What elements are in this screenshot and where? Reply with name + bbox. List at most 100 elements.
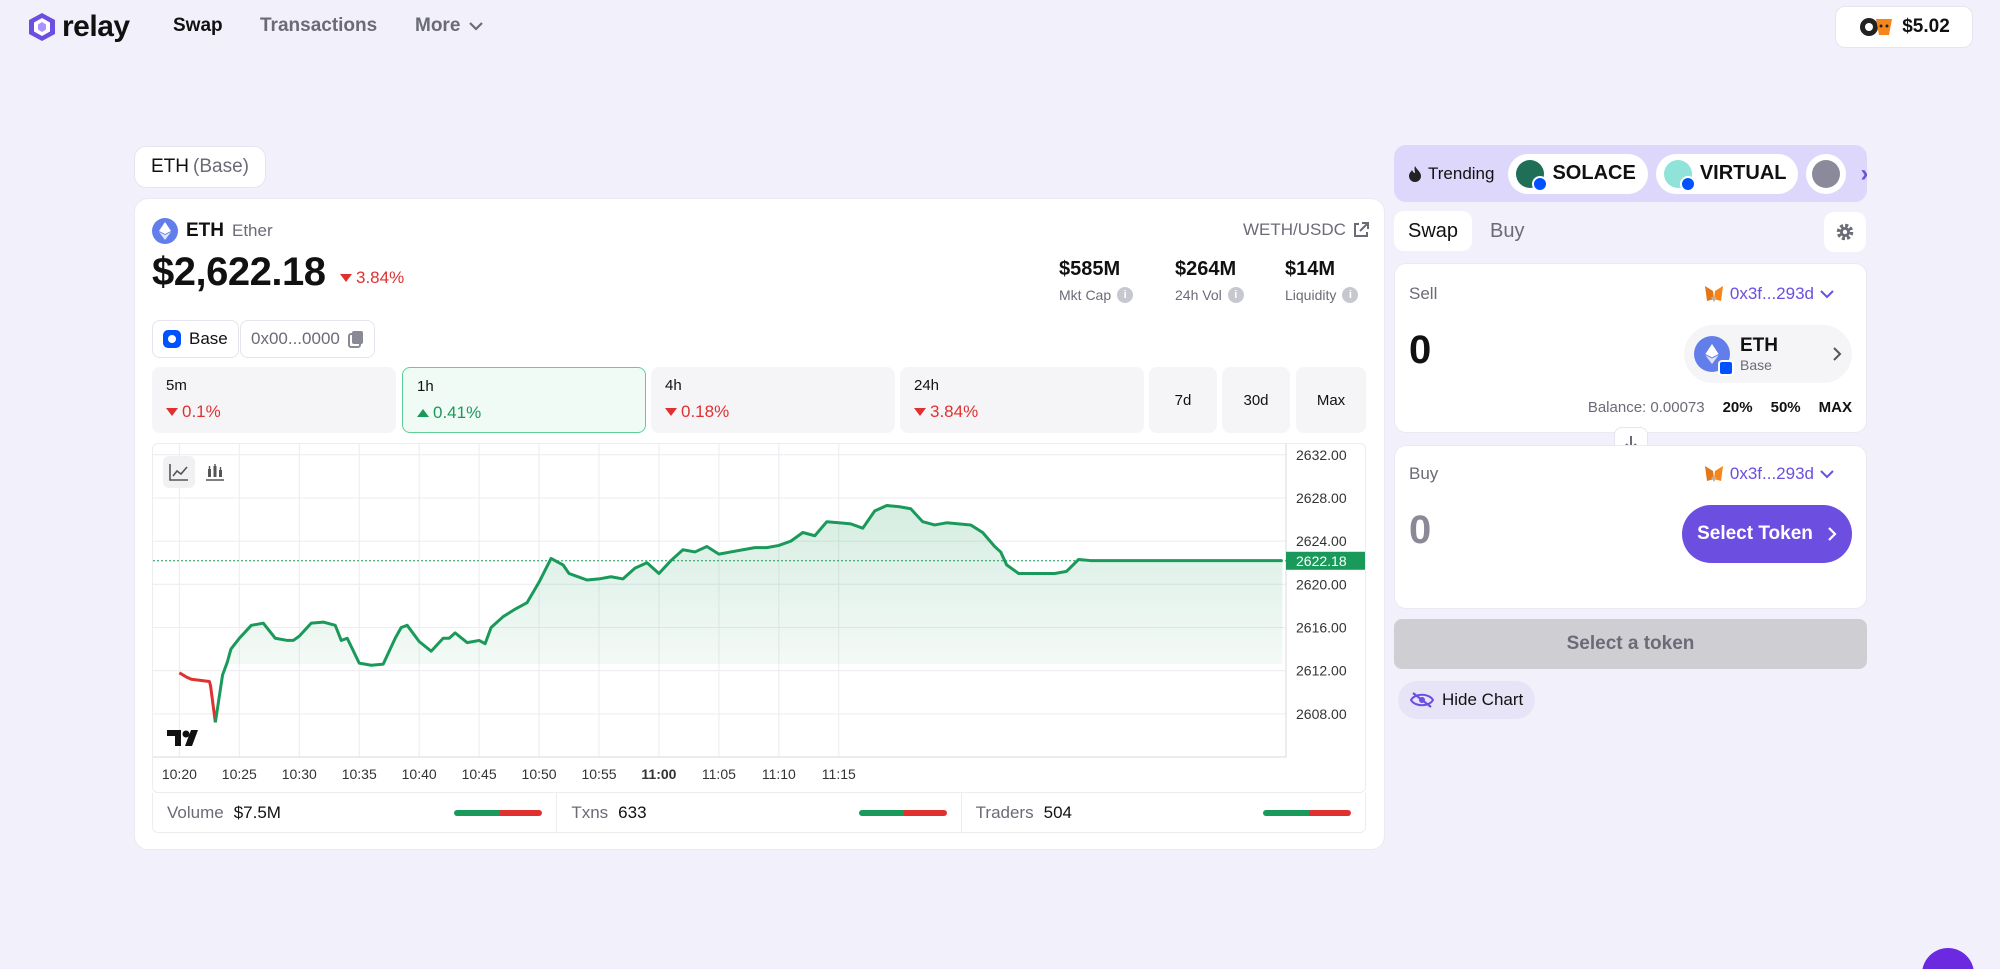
pair-tab-symbol: ETH — [151, 156, 189, 177]
sell-box: Sell 0x3f...293d 0 ETH Base Balance: 0.0… — [1394, 263, 1867, 433]
pct-50-button[interactable]: 50% — [1770, 399, 1801, 416]
virtual-token-icon — [1663, 159, 1696, 192]
wallet-address: 0x3f...293d — [1729, 284, 1814, 303]
chevron-right-icon — [1833, 347, 1842, 361]
x-tick-label: 11:00 — [641, 766, 676, 782]
stat-24h-vol: $264M 24h Vol i — [1175, 258, 1244, 303]
timeframe-value: 0.18% — [681, 402, 730, 421]
tab-swap[interactable]: Swap — [1394, 211, 1473, 251]
info-icon[interactable]: i — [1342, 287, 1359, 303]
sell-label: Sell — [1409, 284, 1438, 303]
price-change: 3.84% — [340, 268, 404, 288]
candle-chart-toggle[interactable] — [199, 456, 231, 488]
footer-traders-label: Traders — [975, 802, 1034, 822]
stat-mkt-cap-value: $585M — [1059, 258, 1121, 280]
timeframe-value: 3.84% — [930, 402, 979, 421]
trending-token-partial[interactable] — [1806, 153, 1847, 194]
eth-icon — [1694, 336, 1734, 376]
timeframe-5m[interactable]: 5m 0.1% — [152, 367, 396, 433]
trending-token-label: VIRTUAL — [1699, 162, 1787, 184]
copy-icon[interactable] — [347, 330, 364, 348]
tab-buy[interactable]: Buy — [1490, 219, 1525, 242]
trending-label: Trending — [1402, 164, 1500, 184]
sell-wallet-selector[interactable]: 0x3f...293d — [1704, 284, 1834, 304]
wallet-button[interactable]: $5.02 — [1835, 6, 1973, 48]
caret-down-icon — [914, 408, 926, 416]
chart-footer: Volume $7.5M Txns 633 Traders 504 — [152, 793, 1366, 833]
timeframe-30d[interactable]: 30d — [1222, 367, 1290, 433]
x-tick-label: 10:40 — [402, 766, 437, 782]
info-icon[interactable]: i — [1117, 287, 1134, 303]
info-icon[interactable]: i — [1227, 287, 1244, 303]
trending-label-text: Trending — [1428, 163, 1495, 183]
pair-link-label: WETH/USDC — [1243, 220, 1346, 239]
nav-more[interactable]: More — [415, 15, 484, 37]
footer-traders-value: 504 — [1043, 802, 1072, 822]
y-tick-label: 2612.00 — [1296, 663, 1347, 679]
hide-chart-button[interactable]: Hide Chart — [1398, 681, 1536, 719]
current-price-tag — [1286, 551, 1365, 570]
eth-icon — [152, 218, 178, 244]
x-tick-label: 10:45 — [462, 766, 497, 782]
price-chart[interactable]: 10:20 10:25 10:30 10:35 10:40 10:45 10:50 10:55… — [152, 443, 1366, 793]
settings-button[interactable] — [1824, 212, 1866, 252]
pct-20-button[interactable]: 20% — [1722, 399, 1753, 416]
top-nav: relay Swap Transactions More $5.02 — [0, 0, 2000, 54]
hide-chart-label: Hide Chart — [1442, 690, 1524, 709]
chevron-right-icon[interactable]: › — [1854, 159, 1867, 188]
relay-logo[interactable]: relay — [28, 10, 130, 44]
gear-icon — [1836, 223, 1854, 241]
price-change-value: 3.84% — [356, 268, 405, 287]
x-tick-label: 10:25 — [222, 766, 257, 782]
footer-txns-label: Txns — [571, 802, 609, 822]
trending-token-virtual[interactable]: VIRTUAL — [1655, 153, 1799, 194]
select-token-button[interactable]: Select Token — [1682, 505, 1852, 563]
pair-tab-chain: (Base) — [193, 156, 249, 177]
chain-chip[interactable]: Base — [152, 320, 239, 358]
timeframe-label: 4h — [665, 377, 682, 394]
timeframe-24h[interactable]: 24h 3.84% — [900, 367, 1144, 433]
support-chat-button[interactable] — [1922, 948, 1974, 969]
balance-text: Balance: 0.00073 — [1587, 399, 1705, 416]
token-symbol: ETH — [186, 220, 224, 241]
tradingview-logo[interactable] — [167, 728, 203, 748]
nav-swap[interactable]: Swap — [173, 15, 223, 36]
relay-logo-icon — [29, 13, 55, 41]
x-tick-label: 11:05 — [702, 766, 736, 782]
flame-icon — [1409, 165, 1421, 182]
wallet-avatar-icon — [1860, 18, 1893, 36]
pair-link[interactable]: WETH/USDC — [1243, 220, 1370, 240]
x-tick-label: 10:35 — [342, 766, 377, 782]
address-chip[interactable]: 0x00...0000 — [240, 320, 375, 358]
price-area-fill — [215, 505, 1283, 665]
buy-amount-input[interactable]: 0 — [1409, 508, 1432, 552]
chevron-down-icon — [1820, 469, 1834, 478]
line-chart-icon — [169, 464, 188, 481]
timeframe-max[interactable]: Max — [1296, 367, 1366, 433]
timeframe-7d[interactable]: 7d — [1149, 367, 1217, 433]
trending-token-solace[interactable]: SOLACE — [1508, 153, 1648, 194]
sell-token-chain: Base — [1740, 357, 1772, 373]
max-button[interactable]: MAX — [1818, 399, 1852, 416]
stat-liquidity-label: Liquidity — [1285, 287, 1337, 303]
line-chart-toggle[interactable] — [163, 456, 195, 488]
price-chart-svg[interactable]: 10:20 10:25 10:30 10:35 10:40 10:45 10:50 10:55… — [153, 444, 1366, 793]
y-tick-label: 2616.00 — [1296, 619, 1347, 635]
pair-tab[interactable]: ETH (Base) — [134, 146, 266, 188]
timeframe-label: 24h — [914, 377, 940, 394]
nav-transactions[interactable]: Transactions — [260, 15, 378, 36]
buy-box: Buy 0x3f...293d 0 Select Token — [1394, 445, 1867, 609]
metamask-icon — [1704, 286, 1723, 302]
buy-sell-bar — [858, 809, 947, 816]
y-tick-label: 2608.00 — [1296, 706, 1347, 722]
timeframe-4h[interactable]: 4h 0.18% — [651, 367, 895, 433]
timeframe-value: 0.1% — [182, 402, 221, 421]
balance-row: Balance: 0.00073 20% 50% MAX — [1588, 399, 1852, 416]
sell-amount-input[interactable]: 0 — [1409, 328, 1432, 372]
sell-token-selector[interactable]: ETH Base — [1684, 325, 1852, 383]
timeframe-label: 1h — [417, 378, 434, 395]
candlestick-icon — [206, 464, 224, 481]
timeframe-1h[interactable]: 1h 0.41% — [402, 367, 646, 433]
select-a-token-button[interactable]: Select a token — [1394, 619, 1867, 669]
buy-wallet-selector[interactable]: 0x3f...293d — [1704, 464, 1834, 484]
